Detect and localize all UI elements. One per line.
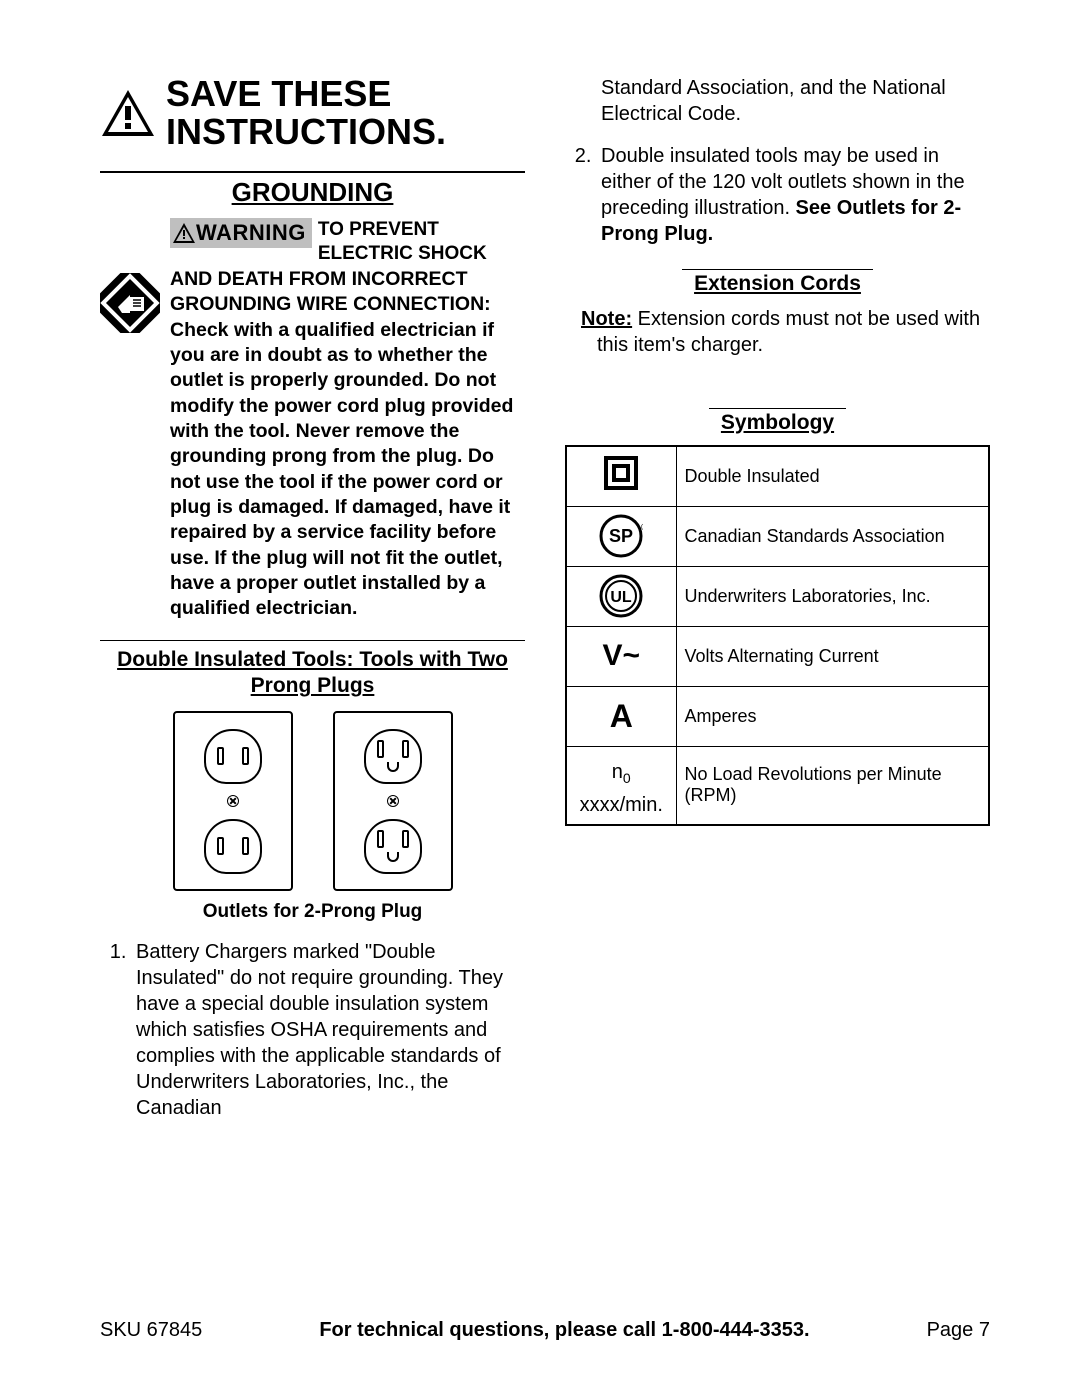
double-insulated-icon <box>566 446 676 506</box>
save-instructions-header: SAVE THESE INSTRUCTIONS. <box>100 75 525 151</box>
outlet-caption: Outlets for 2-Prong Plug <box>100 901 525 923</box>
table-row: V~ Volts Alternating Current <box>566 626 989 686</box>
numbered-list-right: Double insulated tools may be used in ei… <box>565 143 990 247</box>
footer-sku: SKU 67845 <box>100 1319 202 1342</box>
sym-desc: Amperes <box>676 686 989 746</box>
amp-symbol: A <box>566 686 676 746</box>
vac-symbol: V~ <box>566 626 676 686</box>
ul-icon: UL <box>566 566 676 626</box>
sym-desc: Underwriters Laboratories, Inc. <box>676 566 989 626</box>
list-item: Battery Chargers marked "Double Insulate… <box>132 939 525 1121</box>
extension-cords-heading: Extension Cords <box>682 269 873 296</box>
warning-triangle-small-icon <box>172 222 196 244</box>
csa-icon: SP ® <box>566 506 676 566</box>
table-row: Double Insulated <box>566 446 989 506</box>
note-label: Note: <box>581 308 632 330</box>
warning-triangle-icon <box>100 88 156 138</box>
rpm-symbol: n0 xxxx/min. <box>566 746 676 825</box>
sym-desc: Canadian Standards Association <box>676 506 989 566</box>
list-item: Double insulated tools may be used in ei… <box>597 143 990 247</box>
read-manual-icon <box>100 273 160 622</box>
footer-page: Page 7 <box>927 1319 990 1342</box>
warning-label: WARNING <box>196 220 306 246</box>
warning-lead-start: TO PREVENTELECTRIC SHOCK <box>318 218 487 267</box>
footer-support: For technical questions, please call 1-8… <box>319 1319 809 1342</box>
grounding-heading: GROUNDING <box>100 171 525 208</box>
outlet-3prong <box>333 711 453 891</box>
svg-text:SP: SP <box>609 526 633 546</box>
svg-text:®: ® <box>641 522 643 532</box>
table-row: n0 xxxx/min. No Load Revolutions per Min… <box>566 746 989 825</box>
sym-desc: No Load Revolutions per Minute (RPM) <box>676 746 989 825</box>
sym-desc: Volts Alternating Current <box>676 626 989 686</box>
outlet-2prong <box>173 711 293 891</box>
warning-lead-rest: AND DEATH FROM INCORRECT GROUNDING WIRE … <box>170 268 491 315</box>
title-line2: INSTRUCTIONS. <box>166 113 446 151</box>
numbered-list-left: Battery Chargers marked "Double Insulate… <box>100 939 525 1121</box>
table-row: UL Underwriters Laboratories, Inc. <box>566 566 989 626</box>
warning-body-text: Check with a qualified electrician if yo… <box>170 319 513 620</box>
outlet-illustration <box>100 711 525 891</box>
symbology-table: Double Insulated SP ® Canadian Standards… <box>565 445 990 826</box>
sym-desc: Double Insulated <box>676 446 989 506</box>
table-row: SP ® Canadian Standards Association <box>566 506 989 566</box>
note-body: Extension cords must not be used with th… <box>597 308 980 356</box>
list-item-1-continued: Standard Association, and the National E… <box>565 75 990 127</box>
table-row: A Amperes <box>566 686 989 746</box>
double-insulated-heading: Double Insulated Tools: Tools with Two P… <box>100 640 525 700</box>
page-footer: SKU 67845 For technical questions, pleas… <box>100 1319 990 1342</box>
symbology-heading: Symbology <box>709 408 846 435</box>
warning-badge: WARNING <box>170 218 312 248</box>
title-line1: SAVE THESE <box>166 75 446 113</box>
svg-text:UL: UL <box>611 589 633 606</box>
extension-note: Note: Extension cords must not be used w… <box>581 306 990 358</box>
